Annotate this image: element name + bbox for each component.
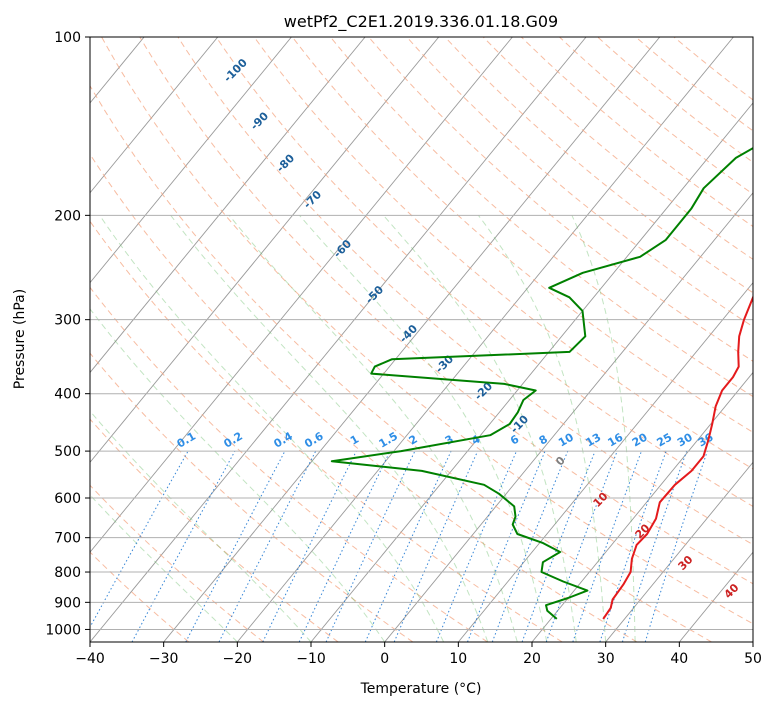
isotherm-line (457, 281, 753, 642)
x-tick-label: 20 (523, 651, 541, 667)
dry-adiabat-line (90, 286, 488, 642)
isotherm-line (236, 37, 734, 642)
x-tick-label: 50 (744, 651, 762, 667)
isotherm-line (384, 192, 753, 642)
isotherm-line (90, 37, 440, 464)
profile-lines (330, 147, 753, 620)
dry-adiabat-line (482, 37, 753, 260)
x-tick-label: 10 (449, 651, 467, 667)
moist-adiabat-line (90, 308, 386, 642)
isotherm-line (90, 37, 513, 553)
y-axis-label: Pressure (hPa) (12, 289, 28, 389)
x-tick-label: −40 (75, 651, 105, 667)
isotherm-line (90, 37, 292, 284)
dewpoint-profile-line (330, 147, 753, 620)
isotherm-line (90, 37, 219, 194)
mixing-ratio-line (621, 450, 688, 642)
mixing-ratio-line (298, 450, 391, 642)
y-axis-ticks: 1000 900 800 700 600 500 400 300 200 100 (45, 30, 90, 638)
y-tick-label: 600 (54, 491, 81, 507)
x-tick-label: −10 (296, 651, 326, 667)
mixing-ratio-line (131, 450, 236, 642)
moist-adiabat-line (571, 215, 636, 642)
dry-adiabat-line (90, 84, 712, 642)
y-tick-label: 800 (54, 565, 81, 581)
mixing-ratio-line (90, 450, 189, 629)
y-tick-label: 500 (54, 444, 81, 460)
isotherm-line (531, 371, 753, 642)
moist-adiabat-line (170, 214, 489, 642)
plot-frame (89, 36, 754, 643)
isotherm-line (310, 102, 753, 642)
isotherm-line (163, 37, 661, 642)
temperature-profile-line (602, 294, 753, 620)
dry-adiabat-line (292, 37, 753, 433)
y-tick-label: 200 (54, 208, 81, 224)
y-tick-label: 300 (54, 313, 81, 329)
moist-adiabat-line (383, 214, 577, 642)
dry-adiabat-line (90, 484, 264, 642)
dry-adiabat-line (444, 37, 753, 294)
moist-adiabat-line (90, 410, 312, 642)
dry-adiabat-line (101, 37, 753, 625)
y-tick-label: 1000 (45, 622, 81, 638)
isotherm-line (90, 37, 587, 642)
x-tick-label: 40 (670, 651, 688, 667)
dry-adiabat-line (215, 37, 753, 507)
x-tick-label: −20 (223, 651, 253, 667)
chart-title: wetPf2_C2E1.2019.336.01.18.G09 (284, 12, 558, 32)
dry-adiabat-line (90, 153, 638, 642)
mixing-ratio-line (572, 450, 642, 642)
dry-adiabat-line (139, 37, 753, 585)
x-tick-label: −30 (149, 651, 179, 667)
isotherm-line (605, 461, 753, 642)
dry-adiabat-line (90, 418, 339, 642)
background-lines (90, 37, 753, 642)
moist-adiabat-line (99, 215, 445, 642)
dry-adiabat-line (520, 37, 753, 228)
mixing-ratio-line (262, 450, 357, 642)
mixing-ratio-line (325, 450, 416, 642)
x-tick-label: 0 (380, 651, 389, 667)
x-axis-label: Temperature (°C) (360, 681, 482, 697)
mixing-ratio-line (393, 450, 479, 642)
dry-adiabat-line (177, 37, 753, 546)
mixing-ratio-line (435, 450, 517, 642)
moist-adiabat-line (228, 214, 518, 642)
y-tick-label: 700 (54, 531, 81, 547)
mixing-ratio-line (545, 450, 618, 642)
y-tick-label: 900 (54, 595, 81, 611)
isotherm-line (90, 37, 366, 374)
mixing-ratio-line (364, 450, 452, 642)
dry-adiabat-line (368, 37, 753, 362)
x-axis-ticks: −40 −30 −20 −10 0 10 20 30 40 50 (75, 642, 762, 667)
y-tick-label: 100 (54, 30, 81, 46)
x-tick-label: 30 (597, 651, 615, 667)
dry-adiabat-line (90, 220, 563, 642)
y-tick-label: 400 (54, 387, 81, 403)
dry-adiabat-line (330, 37, 753, 398)
mixing-ratio-line (644, 450, 708, 642)
moist-adiabat-line (90, 494, 238, 642)
